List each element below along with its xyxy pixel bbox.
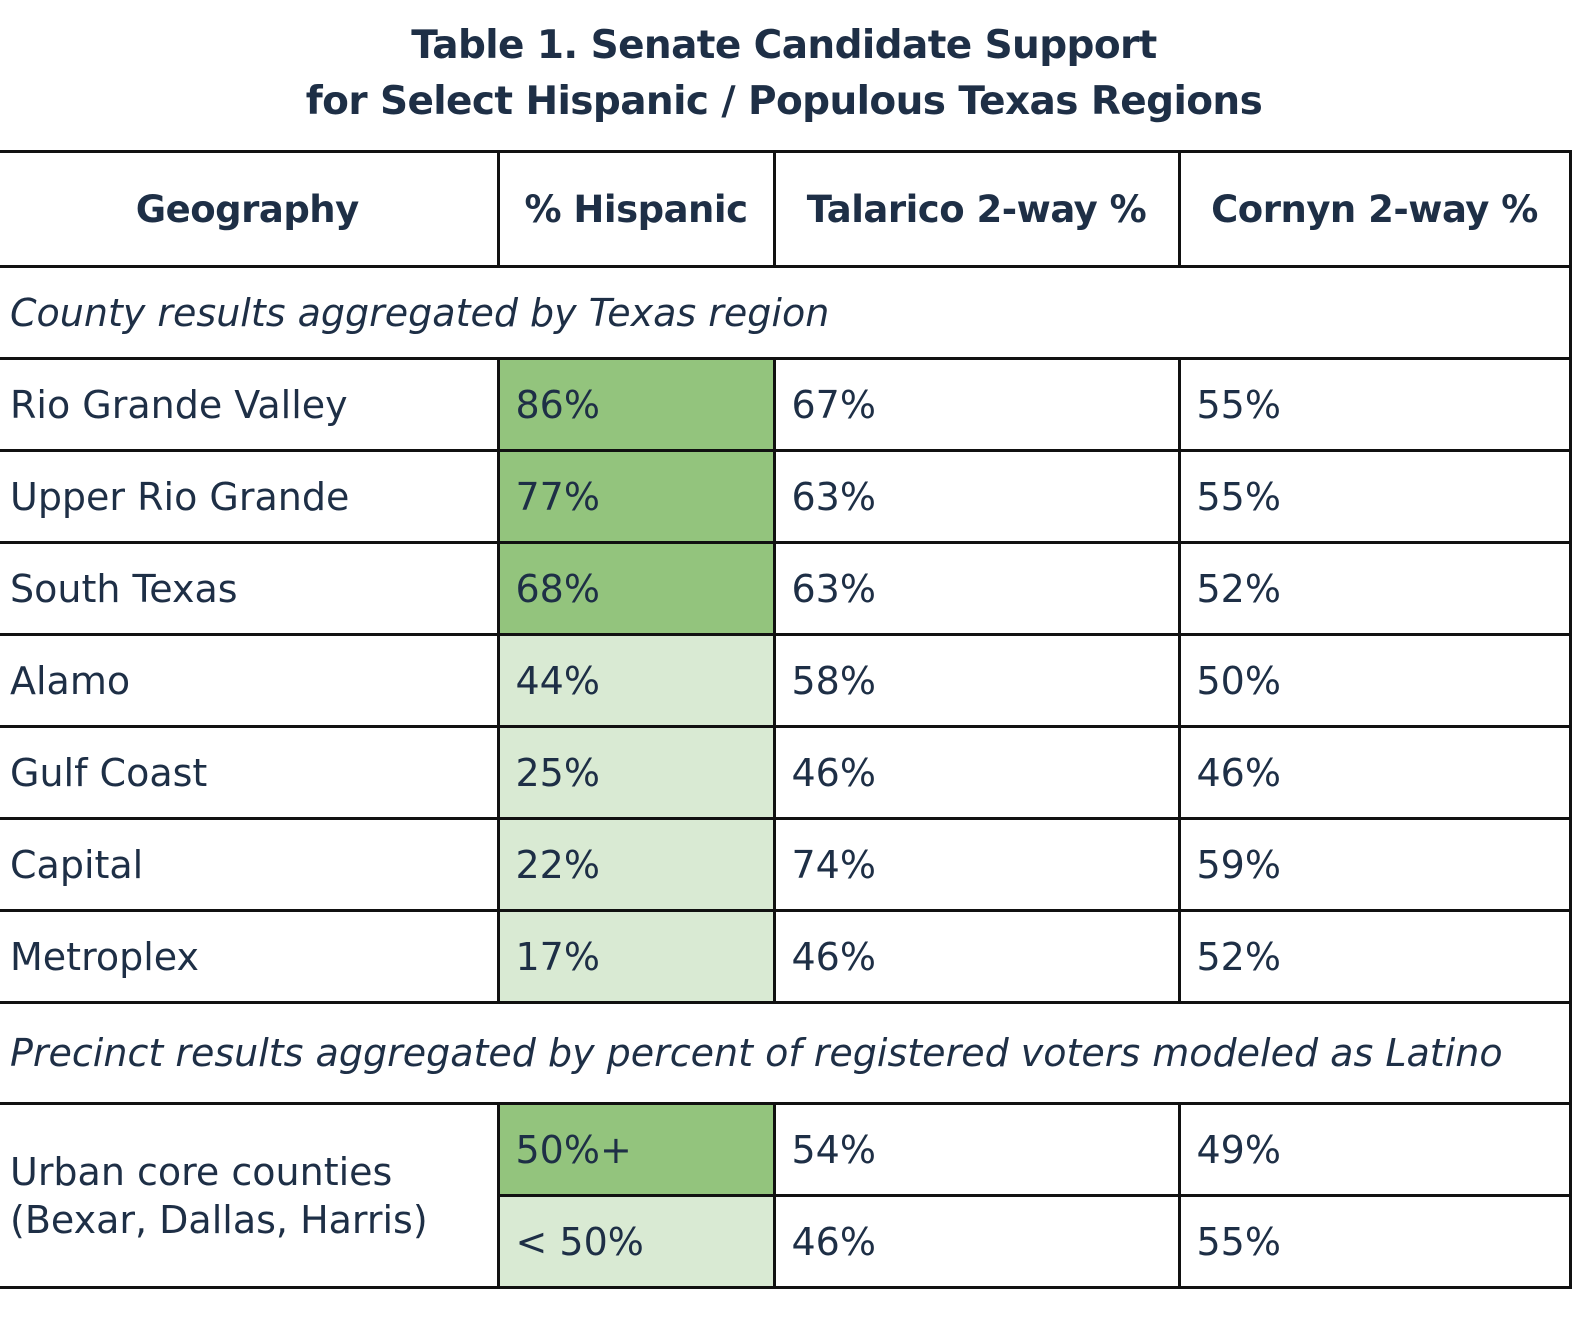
table-row: Alamo 44% 58% 50% <box>0 633 1572 728</box>
cornyn-cell: 46% <box>1177 725 1572 820</box>
header-geography: Geography <box>0 150 500 268</box>
section-label-precinct: Precinct results aggregated by percent o… <box>0 1001 1572 1105</box>
header-row: Geography % Hispanic Talarico 2-way % Co… <box>0 150 1572 268</box>
hispanic-cell: 68% <box>496 541 776 636</box>
cornyn-cell: 52% <box>1177 909 1572 1004</box>
table-row: < 50% 46% 55% <box>0 1194 1572 1289</box>
talarico-cell: 58% <box>772 633 1181 728</box>
cornyn-cell: 59% <box>1177 817 1572 912</box>
geography-cell-urban-core: Urban core counties (Bexar, Dallas, Harr… <box>0 1102 500 1289</box>
hispanic-cell: 77% <box>496 449 776 544</box>
talarico-cell: 54% <box>772 1102 1181 1197</box>
table-row: Capital 22% 74% 59% <box>0 817 1572 912</box>
geography-cell: Upper Rio Grande <box>0 449 500 544</box>
geography-cell: Rio Grande Valley <box>0 357 500 452</box>
table-title-line-2: for Select Hispanic / Populous Texas Reg… <box>305 79 1263 124</box>
talarico-cell: 67% <box>772 357 1181 452</box>
cornyn-cell: 52% <box>1177 541 1572 636</box>
cornyn-cell: 55% <box>1177 357 1572 452</box>
results-table: Geography % Hispanic Talarico 2-way % Co… <box>0 150 1572 1289</box>
cornyn-cell: 55% <box>1177 1194 1572 1289</box>
geography-cell: Alamo <box>0 633 500 728</box>
talarico-cell: 63% <box>772 541 1181 636</box>
hispanic-cell: 22% <box>496 817 776 912</box>
table-row: Upper Rio Grande 77% 63% 55% <box>0 449 1572 544</box>
urban-core-line-1: Urban core counties <box>10 1149 393 1194</box>
geography-cell: South Texas <box>0 541 500 636</box>
section-row: Precinct results aggregated by percent o… <box>0 1001 1572 1105</box>
table-row: South Texas 68% 63% 52% <box>0 541 1572 636</box>
table-row: Gulf Coast 25% 46% 46% <box>0 725 1572 820</box>
hispanic-cell: 86% <box>496 357 776 452</box>
hispanic-cell: 25% <box>496 725 776 820</box>
cornyn-cell: 55% <box>1177 449 1572 544</box>
urban-core-line-2: (Bexar, Dallas, Harris) <box>10 1197 428 1242</box>
table-row: Urban core counties (Bexar, Dallas, Harr… <box>0 1102 1572 1289</box>
talarico-cell: 46% <box>772 725 1181 820</box>
geography-cell: Metroplex <box>0 909 500 1004</box>
geography-cell: Gulf Coast <box>0 725 500 820</box>
hispanic-cell: 44% <box>496 633 776 728</box>
table-row: Metroplex 17% 46% 52% <box>0 909 1572 1004</box>
table-title-line-1: Table 1. Senate Candidate Support <box>411 23 1157 68</box>
talarico-cell: 46% <box>772 909 1181 1004</box>
talarico-cell: 63% <box>772 449 1181 544</box>
table-row: Rio Grande Valley 86% 67% 55% <box>0 357 1572 452</box>
section-row: County results aggregated by Texas regio… <box>0 265 1572 360</box>
section-label-county: County results aggregated by Texas regio… <box>0 265 1572 360</box>
cornyn-cell: 50% <box>1177 633 1572 728</box>
header-hispanic: % Hispanic <box>496 150 776 268</box>
hispanic-cell: < 50% <box>498 1194 776 1289</box>
talarico-cell: 46% <box>772 1194 1181 1289</box>
geography-cell: Capital <box>0 817 500 912</box>
header-talarico: Talarico 2-way % <box>772 150 1181 268</box>
header-cornyn: Cornyn 2-way % <box>1177 150 1572 268</box>
hispanic-cell: 17% <box>496 909 776 1004</box>
talarico-cell: 74% <box>772 817 1181 912</box>
cornyn-cell: 49% <box>1177 1102 1572 1197</box>
table-title: Table 1. Senate Candidate Support for Se… <box>0 18 1568 130</box>
hispanic-cell: 50%+ <box>496 1102 776 1197</box>
